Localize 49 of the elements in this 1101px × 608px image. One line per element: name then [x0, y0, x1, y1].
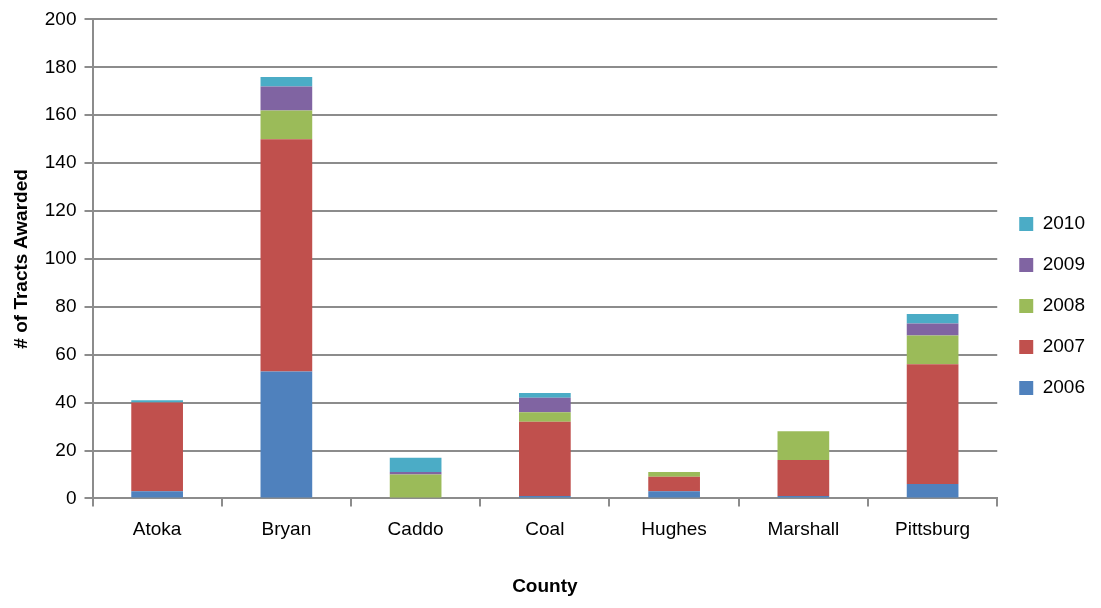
bar: [131, 402, 183, 492]
y-tick-label: 80: [55, 295, 77, 317]
bar: [519, 393, 571, 398]
bar: [260, 110, 313, 140]
x-tick-label: Pittsburg: [895, 518, 971, 540]
bar: [648, 476, 700, 492]
y-tick-label: 40: [55, 390, 77, 412]
legend-label: 2010: [1042, 212, 1086, 234]
legend-label: 2009: [1042, 253, 1086, 275]
bar: [777, 460, 830, 497]
y-tick-label: 100: [44, 247, 77, 269]
bar: [260, 76, 313, 87]
bar: [131, 491, 183, 498]
legend-label: 2008: [1042, 294, 1086, 316]
x-tick-label: Atoka: [132, 518, 182, 540]
x-tick-label: Hughes: [641, 518, 707, 540]
bar: [519, 397, 571, 413]
y-axis-title: # of Tracts Awarded: [9, 169, 31, 349]
x-tick-label: Coal: [525, 518, 565, 540]
bar: [260, 86, 313, 111]
bar: [389, 474, 442, 498]
bar: [131, 400, 183, 403]
x-tick-label: Marshall: [767, 518, 840, 540]
bar: [906, 364, 959, 485]
y-tick-label: 20: [55, 438, 77, 460]
bar: [648, 491, 700, 498]
bar: [389, 457, 442, 473]
y-tick-label: 200: [44, 7, 77, 29]
bar: [777, 431, 830, 461]
y-tick-label: 160: [44, 103, 77, 125]
bar: [648, 472, 700, 477]
bar: [519, 412, 571, 422]
y-tick-label: 0: [65, 486, 77, 508]
x-axis-title: County: [512, 574, 579, 596]
x-tick-label: Caddo: [387, 518, 444, 540]
bar: [906, 335, 959, 365]
legend-label: 2007: [1042, 335, 1086, 357]
y-tick-label: 180: [44, 55, 77, 77]
x-tick-label: Bryan: [261, 518, 312, 540]
bar: [906, 313, 959, 324]
y-tick-label: 140: [44, 151, 77, 173]
legend-label: 2006: [1042, 376, 1086, 398]
bar: [906, 484, 959, 498]
bar: [260, 371, 313, 498]
y-tick-label: 60: [55, 342, 77, 364]
y-tick-label: 120: [44, 199, 77, 221]
bar: [260, 139, 313, 372]
bar: [519, 421, 571, 497]
bar: [906, 323, 959, 336]
